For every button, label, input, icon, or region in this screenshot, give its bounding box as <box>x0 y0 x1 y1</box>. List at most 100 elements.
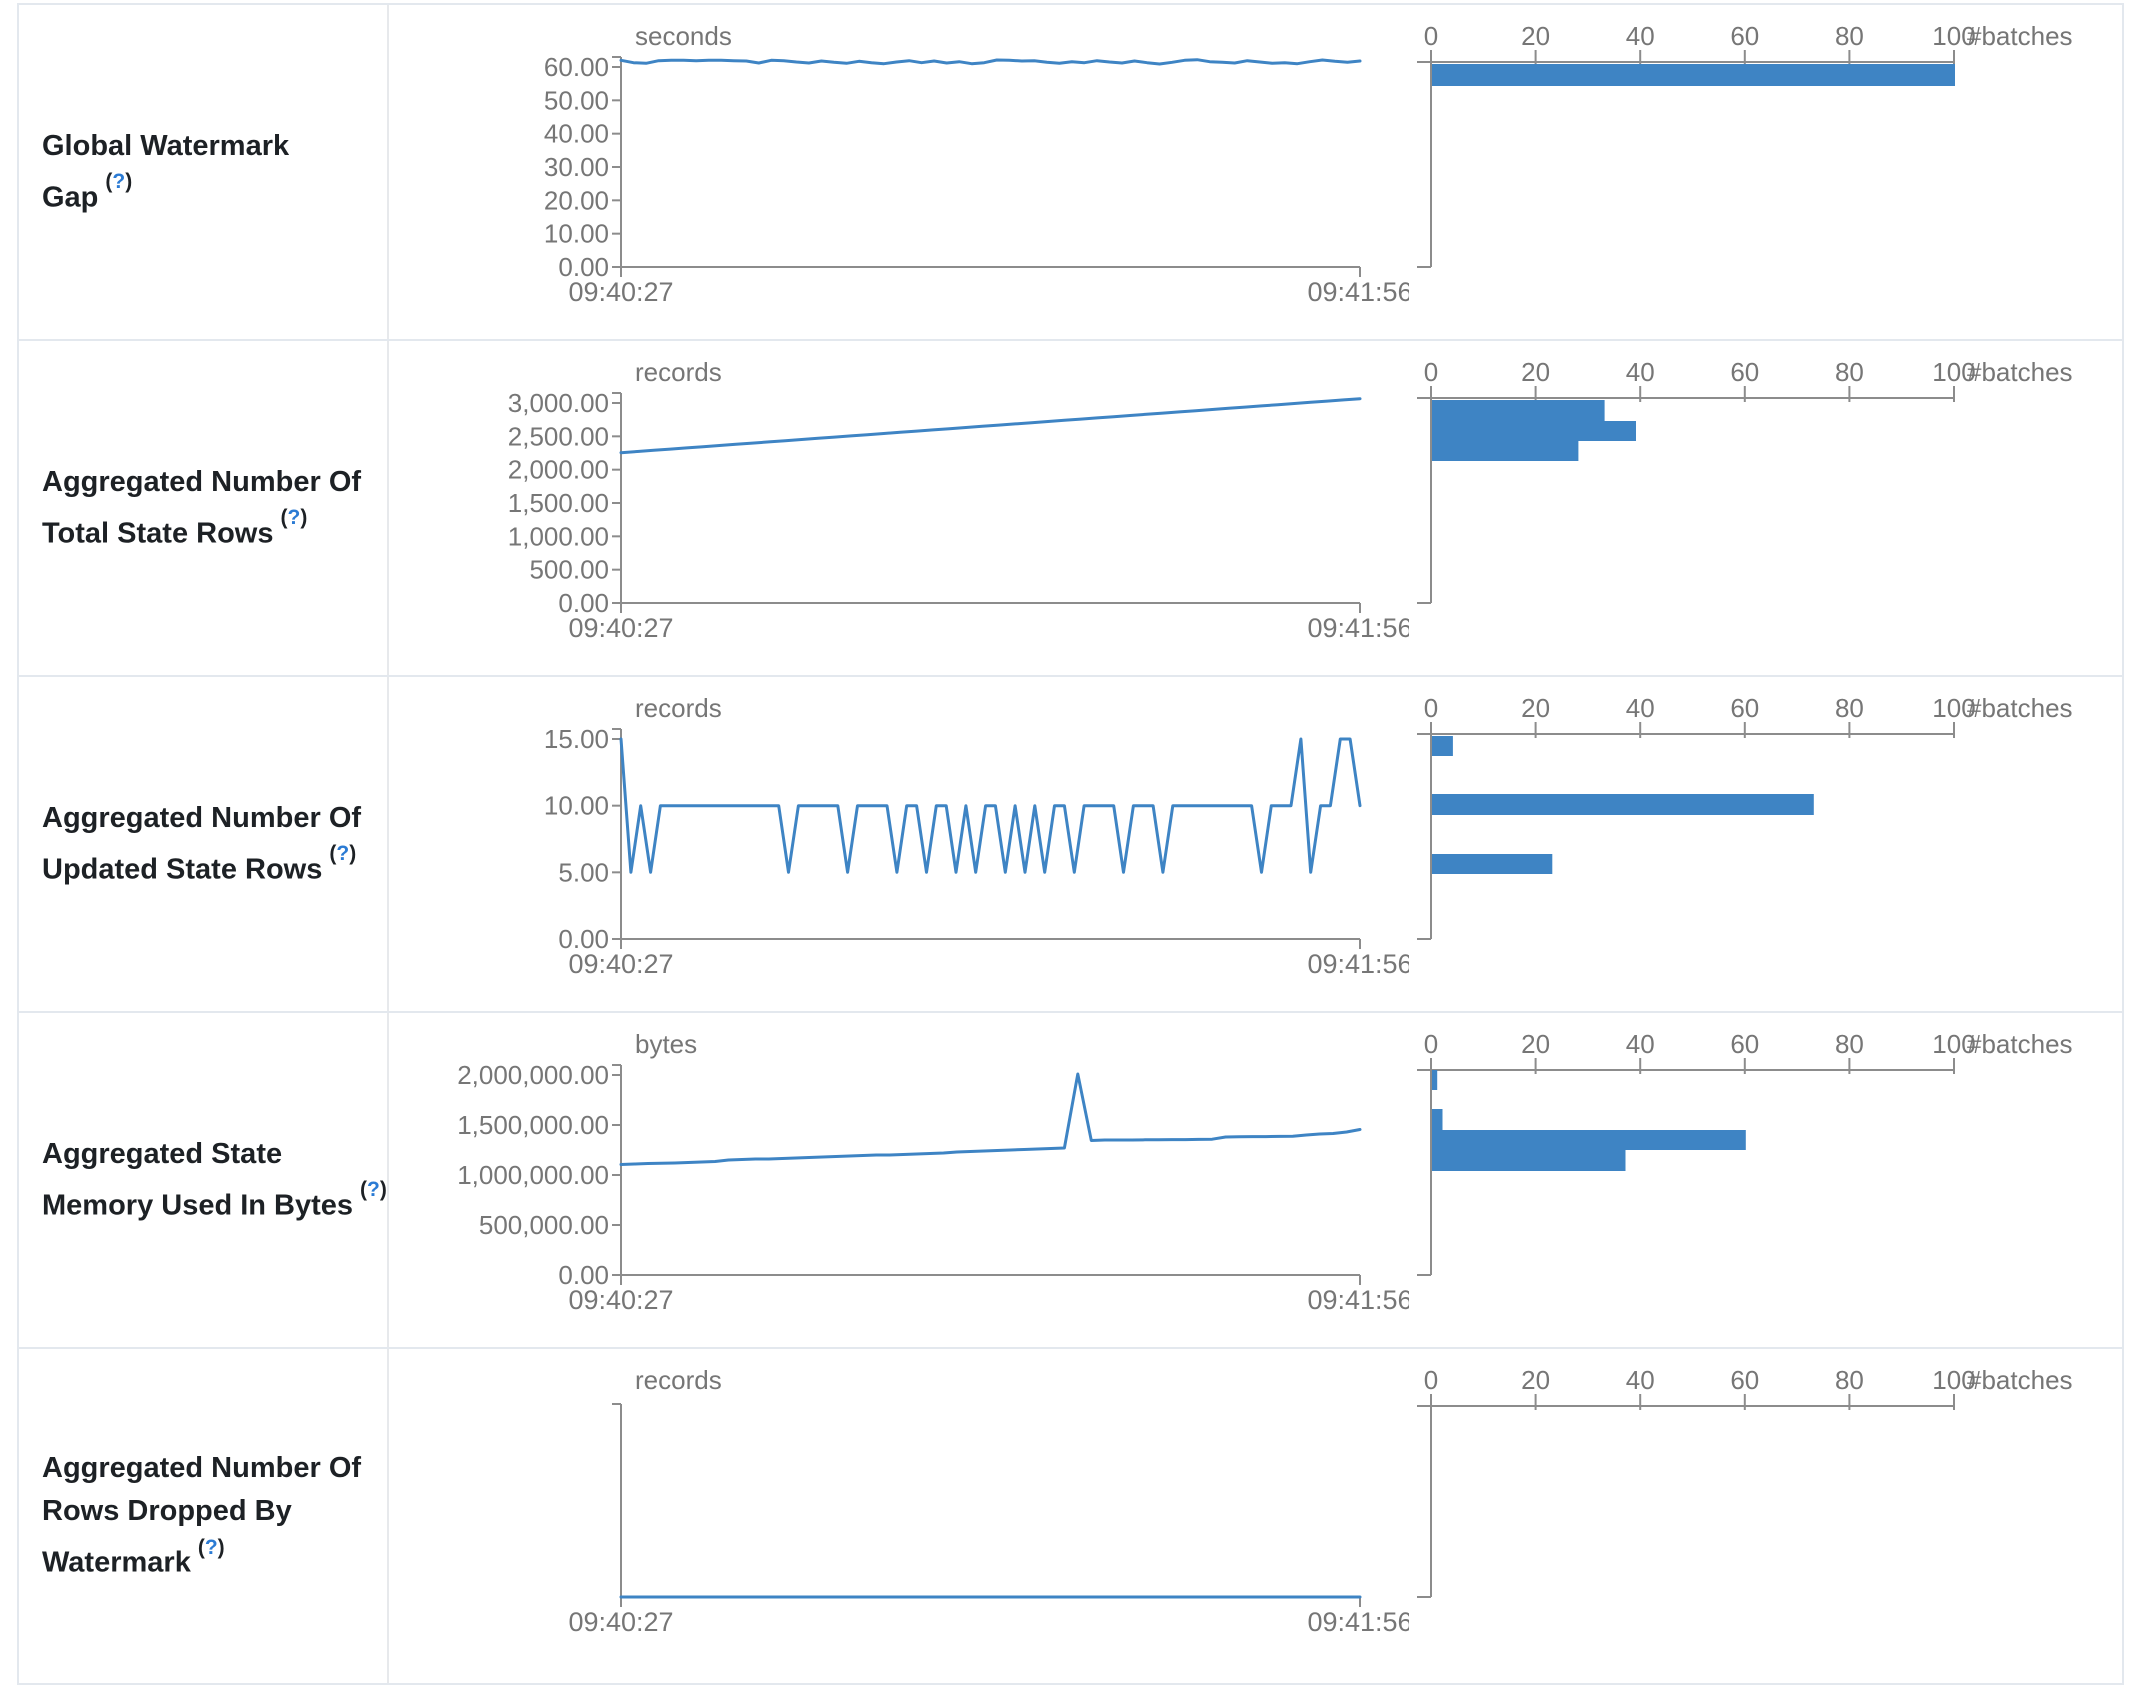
metric-label: Aggregated Number Of Rows Dropped By Wat… <box>42 1447 387 1585</box>
metric-label-cell: Global Watermark Gap (?) <box>19 5 389 339</box>
metric-label-cell: Aggregated State Memory Used In Bytes (?) <box>19 1013 389 1347</box>
svg-text:60.00: 60.00 <box>544 52 609 82</box>
svg-text:09:41:56: 09:41:56 <box>1307 613 1409 643</box>
svg-text:40: 40 <box>1626 1029 1655 1059</box>
histogram-chart-updated-state-rows: 0 20 40 60 80 100#batches <box>1417 693 2073 940</box>
histogram-chart-global-watermark-gap: 0 20 40 60 80 100#batches <box>1417 21 2073 268</box>
svg-text:40: 40 <box>1626 21 1655 51</box>
svg-text:#batches: #batches <box>1967 357 2073 387</box>
svg-text:0: 0 <box>1424 1365 1438 1395</box>
svg-text:09:41:56: 09:41:56 <box>1307 1607 1409 1637</box>
svg-text:10.00: 10.00 <box>544 791 609 821</box>
svg-text:100: 100 <box>1932 1365 1975 1395</box>
metric-label-cell: Aggregated Number Of Updated State Rows(… <box>19 677 389 1011</box>
svg-text:09:41:56: 09:41:56 <box>1307 1285 1409 1315</box>
svg-text:500,000.00: 500,000.00 <box>479 1210 609 1240</box>
svg-text:2,000,000.00: 2,000,000.00 <box>457 1060 609 1090</box>
metric-row-updated-state-rows: Aggregated Number Of Updated State Rows(… <box>19 677 2122 1013</box>
svg-text:30.00: 30.00 <box>544 152 609 182</box>
svg-text:20: 20 <box>1521 693 1550 723</box>
streaming-metrics-table: Global Watermark Gap (?) seconds 60.00 50.0… <box>17 3 2124 1685</box>
svg-text:60: 60 <box>1730 1365 1759 1395</box>
svg-text:#batches: #batches <box>1967 693 2073 723</box>
metric-row-total-state-rows: Aggregated Number Of Total State Rows (?)… <box>19 341 2122 677</box>
svg-text:20: 20 <box>1521 1029 1550 1059</box>
svg-text:0: 0 <box>1424 693 1438 723</box>
metric-label-cell: Aggregated Number Of Rows Dropped By Wat… <box>19 1349 389 1683</box>
svg-text:40.00: 40.00 <box>544 119 609 149</box>
svg-text:20: 20 <box>1521 21 1550 51</box>
metric-label: Global Watermark Gap (?) <box>42 125 387 220</box>
svg-text:100: 100 <box>1932 21 1975 51</box>
metric-row-global-watermark-gap: Global Watermark Gap (?) seconds 60.00 50.0… <box>19 5 2122 341</box>
metric-label-cell: Aggregated Number Of Total State Rows (?) <box>19 341 389 675</box>
histogram-chart-state-memory-bytes: 0 20 40 60 80 100#batches <box>1417 1029 2073 1276</box>
svg-text:09:41:56: 09:41:56 <box>1307 277 1409 307</box>
help-link[interactable]: (?) <box>329 842 357 866</box>
svg-text:records: records <box>635 357 722 387</box>
svg-text:20.00: 20.00 <box>544 185 609 215</box>
svg-text:3,000.00: 3,000.00 <box>508 388 609 418</box>
svg-text:0: 0 <box>1424 21 1438 51</box>
metric-row-state-memory-bytes: Aggregated State Memory Used In Bytes (?)… <box>19 1013 2122 1349</box>
svg-text:09:40:27: 09:40:27 <box>568 1285 673 1315</box>
metric-label: Aggregated State Memory Used In Bytes (?) <box>42 1133 387 1228</box>
svg-text:1,000,000.00: 1,000,000.00 <box>457 1160 609 1190</box>
svg-text:60: 60 <box>1730 693 1759 723</box>
svg-text:20: 20 <box>1521 1365 1550 1395</box>
svg-text:20: 20 <box>1521 357 1550 387</box>
svg-text:500.00: 500.00 <box>529 555 609 585</box>
timeline-chart-total-state-rows: records 3,000.002,500.00 2,000.001,500.001… <box>508 357 1409 643</box>
svg-text:records: records <box>635 1365 722 1395</box>
svg-text:40: 40 <box>1626 357 1655 387</box>
svg-text:100: 100 <box>1932 693 1975 723</box>
svg-text:1,500.00: 1,500.00 <box>508 488 609 518</box>
metric-label-text: Aggregated Number Of Updated State Rows <box>42 801 362 886</box>
timeline-chart-rows-dropped-by-watermark: records 09:40:27 09:41:56 <box>568 1365 1409 1637</box>
question-mark-icon: ? <box>367 1178 380 1202</box>
help-link[interactable]: (?) <box>197 1535 225 1559</box>
metric-label-text: Aggregated Number Of Total State Rows <box>42 465 362 550</box>
svg-text:0: 0 <box>1424 1029 1438 1059</box>
svg-text:15.00: 15.00 <box>544 724 609 754</box>
svg-text:0.00: 0.00 <box>558 588 609 618</box>
svg-text:80: 80 <box>1835 357 1864 387</box>
svg-text:09:40:27: 09:40:27 <box>568 1607 673 1637</box>
svg-text:60: 60 <box>1730 21 1759 51</box>
svg-text:09:41:56: 09:41:56 <box>1307 949 1409 979</box>
svg-text:09:40:27: 09:40:27 <box>568 277 673 307</box>
svg-text:1,500,000.00: 1,500,000.00 <box>457 1110 609 1140</box>
metric-row-rows-dropped-by-watermark: Aggregated Number Of Rows Dropped By Wat… <box>19 1349 2122 1685</box>
svg-text:seconds: seconds <box>635 21 732 51</box>
svg-text:60: 60 <box>1730 1029 1759 1059</box>
histogram-chart-rows-dropped-by-watermark: 0 20 40 60 80 100#batches <box>1417 1365 2073 1598</box>
question-mark-icon: ? <box>287 506 301 530</box>
svg-text:#batches: #batches <box>1967 1365 2073 1395</box>
svg-text:1,000.00: 1,000.00 <box>508 521 609 551</box>
svg-text:5.00: 5.00 <box>558 857 609 887</box>
svg-text:80: 80 <box>1835 1029 1864 1059</box>
histogram-chart-total-state-rows: 0 20 40 60 80 100#batches <box>1417 357 2073 604</box>
svg-text:2,500.00: 2,500.00 <box>508 421 609 451</box>
question-mark-icon: ? <box>112 170 126 194</box>
help-link[interactable]: (?) <box>105 170 133 194</box>
question-mark-icon: ? <box>336 842 350 866</box>
svg-text:10.00: 10.00 <box>544 219 609 249</box>
svg-text:0.00: 0.00 <box>558 252 609 282</box>
svg-text:records: records <box>635 693 722 723</box>
question-mark-icon: ? <box>204 1535 218 1559</box>
metric-label: Aggregated Number Of Total State Rows (?) <box>42 461 387 556</box>
svg-text:100: 100 <box>1932 357 1975 387</box>
svg-text:09:40:27: 09:40:27 <box>568 613 673 643</box>
svg-text:09:40:27: 09:40:27 <box>568 949 673 979</box>
svg-text:bytes: bytes <box>635 1029 697 1059</box>
timeline-chart-state-memory-bytes: bytes 2,000,000.00 1,500,000.00 1,000,000.0… <box>457 1029 1409 1315</box>
metric-label-text: Aggregated Number Of Rows Dropped By Wat… <box>42 1452 362 1579</box>
help-link[interactable]: (?) <box>280 506 308 530</box>
svg-text:#batches: #batches <box>1967 1029 2073 1059</box>
svg-text:100: 100 <box>1932 1029 1975 1059</box>
svg-text:80: 80 <box>1835 1365 1864 1395</box>
help-link[interactable]: (?) <box>360 1178 387 1202</box>
